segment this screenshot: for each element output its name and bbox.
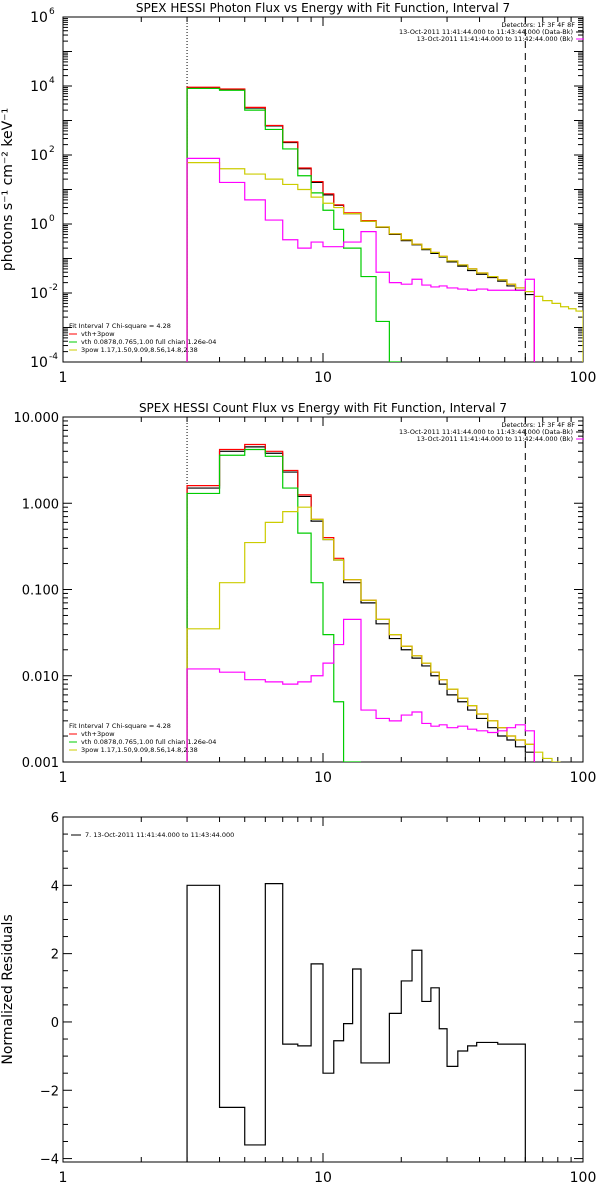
y-tick-exponent: -2 [49,283,58,293]
chart-title: SPEX HESSI Photon Flux vs Energy with Fi… [136,1,510,15]
count-flux-panel: SPEX HESSI Count Flux vs Energy with Fit… [14,401,597,786]
residuals-panel: 1 10 100 −4 −2 0 2 4 6 Normalized Residuals 7. 13-… [0,811,596,1186]
x-tick-label: 1 [59,770,68,786]
y-tick-label: 4 [51,879,59,894]
y-tick-label: 10 [30,217,48,233]
x-tick-label: 1 [59,1170,68,1186]
fit-legend-entry: vth+3pow [81,730,115,738]
y-tick-label: 0 [51,1016,59,1031]
y-tick-label: 10 [30,286,48,302]
legend-header: Detectors: 1F 3F 4F 8F [501,421,575,429]
x-tick-label: 10 [314,1170,332,1186]
fit-legend-entry: vth 0.0878,0.765,1.00 full chian 1.26e-0… [81,738,216,746]
photon-flux-panel: SPEX HESSI Photon Flux vs Energy with Fi… [0,1,596,386]
y-tick-label: 0.001 [22,756,59,771]
legend-entry: 13-Oct-2011 11:41:44.000 to 11:43:44.000… [399,428,573,436]
series-line-4 [186,618,535,762]
y-tick-label: 0.010 [22,670,59,685]
x-tick-label: 100 [570,770,597,786]
fit-legend-header: Fit Interval 7 Chi-square = 4.28 [69,722,171,730]
y-tick-exponent: -4 [49,352,58,362]
y-tick-label: 10 [30,355,48,371]
data-series-group [186,883,526,1162]
x-tick-label: 10 [314,370,332,386]
fit-legend-entry: 3pow 1.17,1.50,9.09,8.56,14.8,2.38 [81,746,198,754]
series-line-4 [186,157,535,362]
data-series-group [186,443,561,762]
y-tick-label: −2 [40,1084,59,1099]
series-line-0 [186,883,526,1162]
y-tick-label: 10 [30,79,48,95]
y-tick-label: 6 [51,811,59,826]
fit-legend-entry: vth+3pow [81,330,115,338]
y-axis-label: Normalized Residuals [0,914,16,1064]
data-series-group [186,86,583,362]
series-line-3 [186,506,561,762]
legend-entry: 13-Oct-2011 11:41:44.000 to 11:42:44.000… [417,435,573,443]
y-tick-exponent: 2 [49,145,55,155]
y-axis-label: photons s⁻¹ cm⁻² keV⁻¹ [0,108,16,271]
series-line-1 [186,86,535,362]
y-tick-label: 1.000 [22,497,59,512]
y-tick-label: −4 [40,1153,59,1168]
x-tick-label: 100 [570,1170,597,1186]
residual-legend-entry: 7. 13-Oct-2011 11:41:44.000 to 11:43:44.… [85,831,234,839]
fit-legend-header: Fit Interval 7 Chi-square = 4.28 [69,322,171,330]
series-line-0 [186,86,535,362]
fit-legend-entry: vth 0.0878,0.765,1.00 full chian 1.26e-0… [81,338,216,346]
y-tick-exponent: 4 [49,76,55,86]
legend-header: Detectors: 1F 3F 4F 8F [501,21,575,29]
legend-entry: 13-Oct-2011 11:41:44.000 to 11:42:44.000… [417,35,573,43]
series-line-2 [186,448,361,762]
y-tick-exponent: 6 [49,7,55,17]
series-line-0 [186,446,535,762]
series-line-3 [186,162,583,362]
y-tick-label: 10.000 [14,411,60,426]
series-line-2 [186,87,402,362]
y-tick-label: 0.100 [22,584,59,599]
y-tick-label: 10 [30,10,48,26]
x-tick-label: 100 [570,370,597,386]
chart-title: SPEX HESSI Count Flux vs Energy with Fit… [139,401,507,415]
fit-legend-entry: 3pow 1.17,1.50,9.09,8.56,14.8,2.38 [81,346,198,354]
x-tick-label: 10 [314,770,332,786]
y-tick-label: 2 [51,948,59,963]
y-tick-exponent: 0 [49,214,55,224]
legend-entry: 13-Oct-2011 11:41:44.000 to 11:43:44.000… [399,28,573,36]
x-tick-label: 1 [59,370,68,386]
y-tick-label: 10 [30,148,48,164]
